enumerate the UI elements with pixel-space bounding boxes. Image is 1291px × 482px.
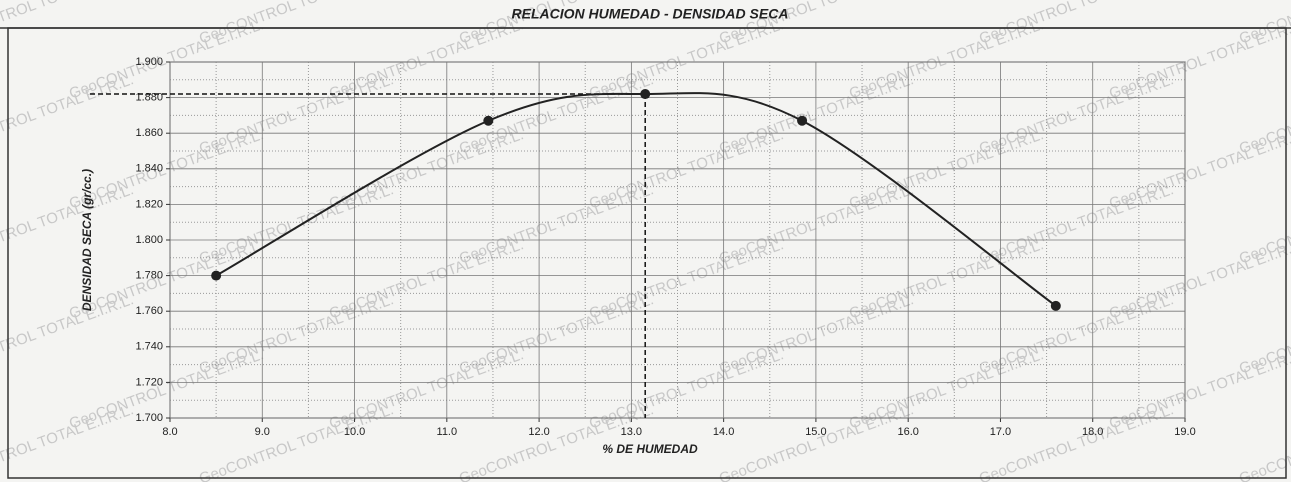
- x-tick-label: 13.0: [621, 426, 642, 438]
- x-tick-label: 16.0: [897, 426, 918, 438]
- y-tick-label: 1.760: [135, 305, 163, 317]
- data-point: [640, 89, 651, 100]
- data-point: [483, 115, 494, 126]
- y-tick-label: 1.820: [135, 198, 163, 210]
- y-axis-label: DENSIDAD SECA (gr/cc.): [80, 169, 94, 311]
- data-point: [1050, 300, 1061, 311]
- x-axis-label: % DE HUMEDAD: [602, 442, 698, 456]
- x-tick-label: 14.0: [713, 426, 734, 438]
- x-tick-label: 11.0: [437, 426, 458, 438]
- x-tick-label: 19.0: [1174, 426, 1195, 438]
- x-tick-label: 10.0: [344, 426, 365, 438]
- x-tick-label: 17.0: [990, 426, 1011, 438]
- y-tick-label: 1.700: [135, 412, 163, 424]
- y-tick-label: 1.840: [135, 163, 163, 175]
- y-tick-label: 1.900: [135, 56, 163, 68]
- data-point: [211, 270, 222, 281]
- x-tick-label: 15.0: [805, 426, 826, 438]
- chart-title: RELACION HUMEDAD - DENSIDAD SECA: [512, 6, 789, 22]
- y-tick-label: 1.740: [135, 341, 163, 353]
- x-tick-label: 8.0: [162, 426, 177, 438]
- y-tick-label: 1.720: [135, 376, 163, 388]
- y-tick-label: 1.780: [135, 270, 163, 282]
- x-tick-label: 9.0: [255, 426, 270, 438]
- data-point: [797, 115, 808, 126]
- y-tick-label: 1.860: [135, 127, 163, 139]
- y-tick-label: 1.800: [135, 234, 163, 246]
- x-tick-label: 12.0: [528, 426, 549, 438]
- x-tick-label: 18.0: [1082, 426, 1103, 438]
